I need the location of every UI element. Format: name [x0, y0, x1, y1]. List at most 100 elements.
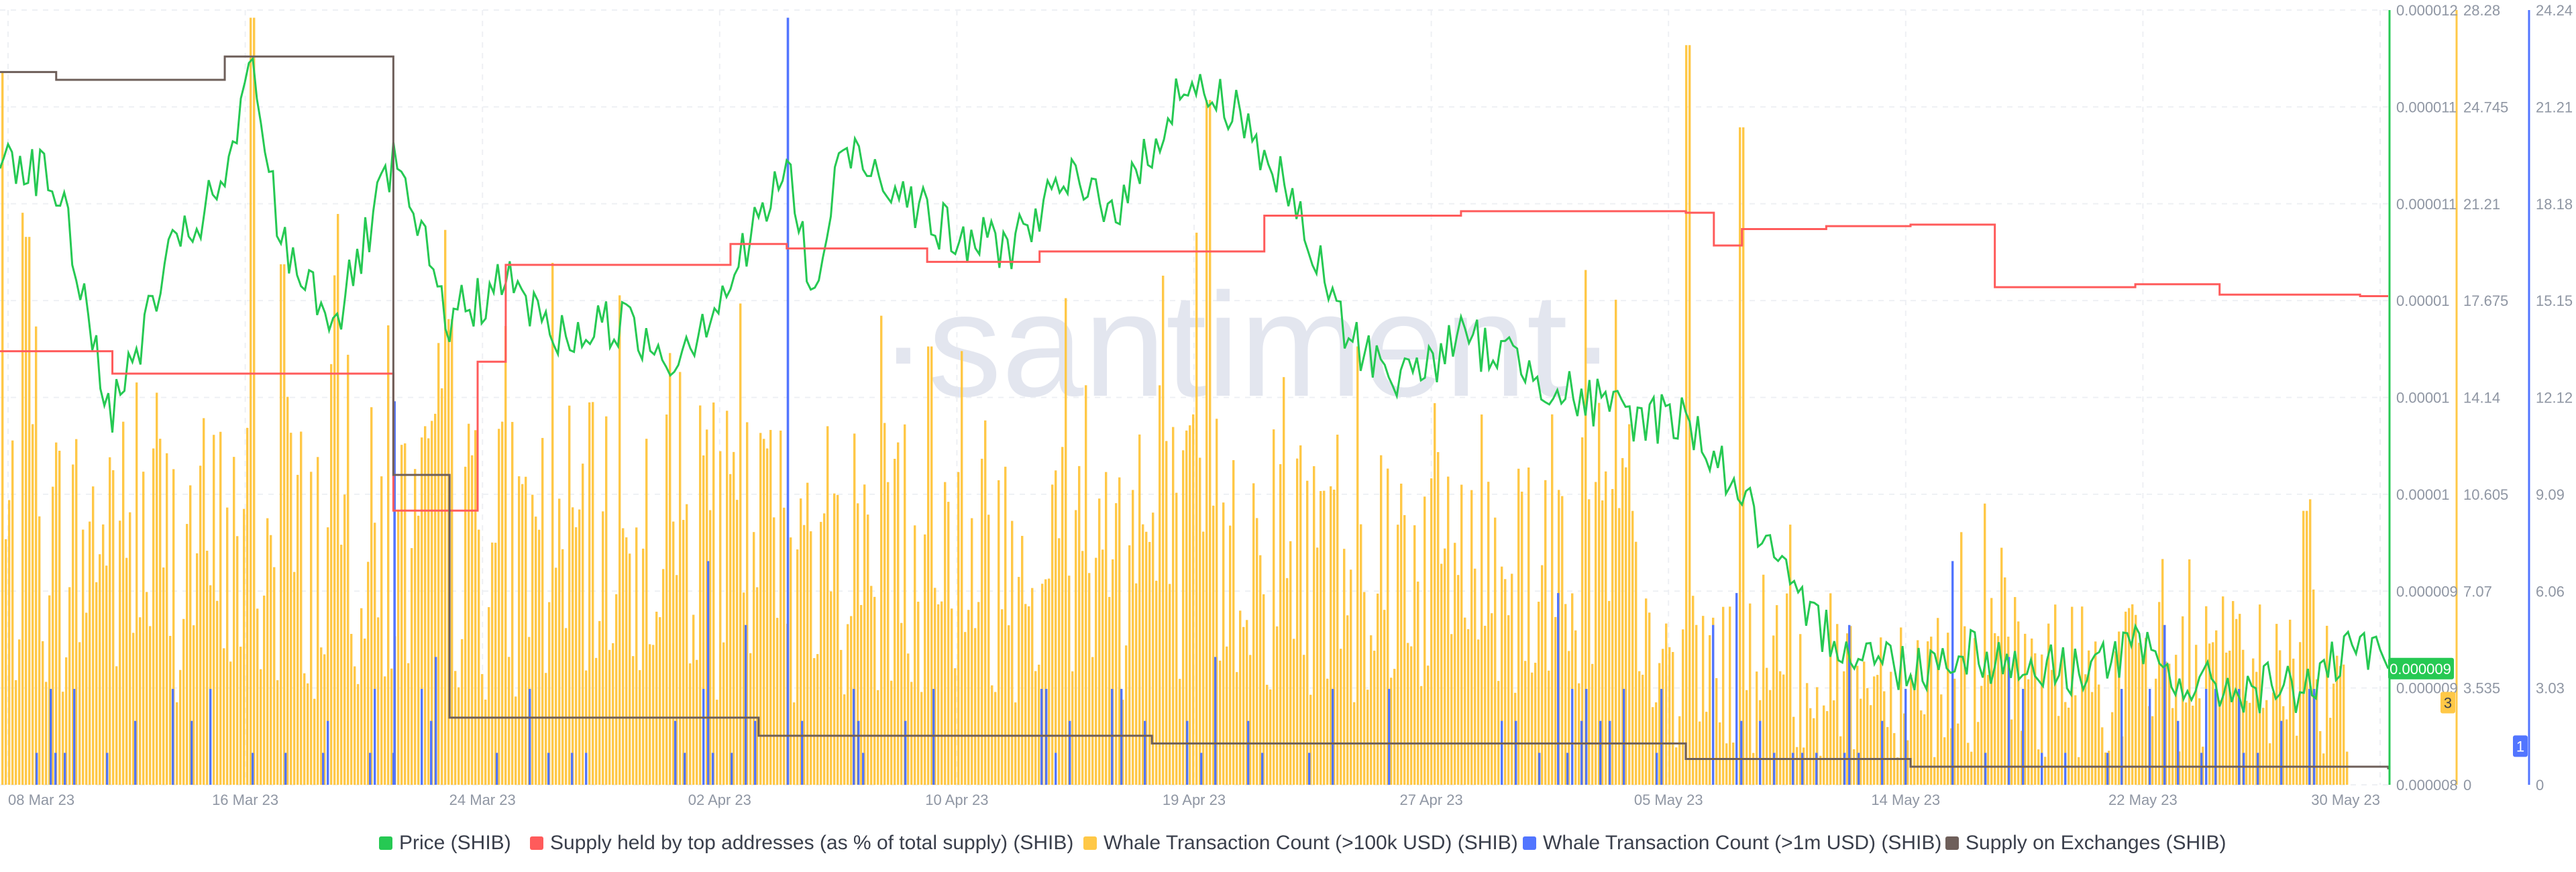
- whale-100k-bar: [196, 553, 199, 785]
- whale-100k-bar: [927, 346, 930, 785]
- whale-100k-bar: [1628, 424, 1631, 785]
- price-tick-label: 0.000009: [2396, 583, 2458, 600]
- whale-100k-bar: [1457, 575, 1460, 785]
- whale-100k-bar: [1645, 598, 1648, 785]
- whale-100k-bar: [82, 529, 85, 785]
- whale-1m-bar: [191, 720, 193, 785]
- whale-100k-bar: [598, 620, 601, 785]
- whale-100k-bar: [384, 676, 386, 785]
- whale-100k-bar: [1115, 503, 1118, 785]
- whale-1m-bar: [327, 720, 329, 785]
- whale-100k-bar: [1819, 755, 1822, 785]
- whale-1m-bar: [1656, 753, 1658, 785]
- whale-100k-bar: [1085, 385, 1087, 785]
- whale-100k-bar: [736, 500, 739, 785]
- whale-100k-bar: [404, 443, 407, 785]
- whale-100k-tick-label: 28.28: [2463, 2, 2500, 19]
- whale-100k-bar: [2249, 702, 2251, 785]
- whale-100k-bar: [357, 684, 360, 785]
- whale-100k-bar: [1031, 588, 1034, 785]
- whale-100k-bar: [132, 633, 135, 785]
- whale-100k-bar: [1306, 480, 1309, 785]
- whale-100k-bar: [1242, 626, 1245, 785]
- whale-100k-bar: [508, 657, 511, 785]
- x-tick-label: 02 Apr 23: [688, 792, 751, 808]
- whale-100k-bar: [236, 536, 239, 785]
- whale-100k-bar: [957, 472, 960, 785]
- whale-100k-bar: [541, 437, 544, 785]
- whale-1m-bar: [2064, 753, 2067, 785]
- legend-item-label[interactable]: Supply held by top addresses (as % of to…: [550, 832, 1073, 854]
- whale-100k-bar: [907, 653, 910, 785]
- whale-100k-bar: [515, 696, 517, 785]
- legend[interactable]: Price (SHIB) Supply held by top addresses…: [379, 832, 2226, 854]
- whale-100k-bar: [1997, 636, 2000, 785]
- whale-100k-bar: [843, 694, 846, 785]
- x-tick-label: 05 May 23: [1634, 792, 1703, 808]
- whale-100k-bar: [709, 510, 712, 785]
- whale-100k-bar: [1051, 484, 1054, 785]
- whale-100k-bar: [887, 482, 890, 785]
- whale-100k-bar: [1776, 605, 1778, 785]
- whale-100k-bar: [1682, 629, 1684, 785]
- whale-100k-bar: [471, 455, 474, 785]
- whale-100k-bar: [1927, 641, 1929, 785]
- whale-100k-bar: [2265, 700, 2268, 785]
- whale-100k-bar: [1772, 635, 1775, 785]
- whale-100k-bar: [588, 402, 591, 785]
- whale-100k-bar: [337, 213, 339, 785]
- whale-100k-bar: [461, 639, 464, 785]
- whale-100k-bar: [2027, 679, 2030, 785]
- whale-100k-bar: [1081, 551, 1084, 785]
- whale-100k-bar: [1591, 663, 1594, 785]
- legend-item-label[interactable]: Price (SHIB): [399, 832, 511, 854]
- whale-100k-bar: [676, 575, 678, 785]
- whale-100k-current-label: 3: [2444, 694, 2452, 711]
- whale-1m-bar: [1792, 753, 1794, 785]
- whale-100k-bar: [1900, 627, 1902, 785]
- whale-100k-bar: [699, 405, 702, 785]
- whale-100k-bar: [1403, 514, 1406, 785]
- whale-1m-bar: [2200, 753, 2203, 785]
- whale-100k-bar: [830, 591, 833, 785]
- whale-100k-bar: [156, 392, 158, 785]
- whale-1m-bar: [1055, 753, 1057, 785]
- whale-100k-bar: [1008, 625, 1010, 785]
- whale-100k-bar: [796, 549, 799, 785]
- whale-100k-bar: [2309, 499, 2312, 785]
- whale-1m-bar: [1388, 689, 1391, 785]
- whale-100k-bar: [1038, 664, 1040, 785]
- whale-100k-bar: [682, 520, 685, 785]
- whale-100k-bar: [1742, 127, 1745, 785]
- whale-100k-bar: [1132, 490, 1134, 785]
- whale-100k-bar: [1524, 661, 1527, 785]
- whale-1m-bar: [393, 401, 396, 785]
- whale-100k-bar: [1564, 604, 1567, 785]
- whale-100k-bar: [1531, 672, 1534, 785]
- whale-100k-bar: [1407, 643, 1409, 785]
- whale-100k-bar: [2010, 719, 2013, 785]
- whale-100k-bar: [971, 518, 973, 785]
- whale-1m-bar: [1566, 753, 1569, 785]
- whale-100k-bar: [977, 602, 980, 785]
- legend-item-label[interactable]: Whale Transaction Count (>100k USD) (SHI…: [1104, 832, 1518, 854]
- whale-100k-bar: [1725, 743, 1728, 785]
- whale-1m-bar: [1111, 689, 1114, 785]
- whale-100k-bar: [129, 512, 131, 785]
- whale-1m-bar: [1858, 753, 1860, 785]
- whale-100k-bar: [649, 644, 651, 785]
- whale-100k-bar: [1843, 671, 1845, 785]
- legend-item-label[interactable]: Whale Transaction Count (>1m USD) (SHIB): [1543, 832, 1941, 854]
- whale-100k-bar: [1216, 419, 1218, 785]
- whale-1m-bar: [1186, 720, 1189, 785]
- price-tick-label: 0.000011: [2396, 196, 2457, 213]
- whale-100k-bar: [370, 407, 373, 785]
- whale-100k-bar: [769, 429, 772, 785]
- whale-100k-bar: [531, 494, 534, 785]
- whale-100k-bar: [58, 450, 61, 785]
- whale-100k-bar: [726, 411, 729, 785]
- whale-100k-bar: [1688, 45, 1691, 785]
- whale-1m-bar: [1040, 689, 1043, 785]
- legend-item-label[interactable]: Supply on Exchanges (SHIB): [1966, 832, 2226, 854]
- whale-100k-bar: [1256, 518, 1258, 785]
